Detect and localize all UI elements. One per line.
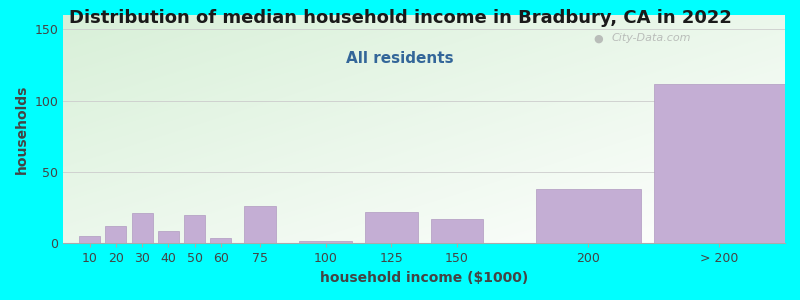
Text: All residents: All residents [346,51,454,66]
X-axis label: household income ($1000): household income ($1000) [320,271,528,285]
Text: Distribution of median household income in Bradbury, CA in 2022: Distribution of median household income … [69,9,731,27]
Bar [79,236,100,243]
Bar [299,241,352,243]
Y-axis label: households: households [15,85,29,174]
Bar [536,189,641,243]
Text: ●: ● [594,33,603,43]
Bar [365,212,418,243]
Text: City-Data.com: City-Data.com [612,33,691,43]
Bar [654,83,785,243]
Bar [131,213,153,243]
Bar [184,215,205,243]
Bar [158,231,178,243]
Bar [430,219,483,243]
Bar [106,226,126,243]
Bar [210,238,231,243]
Bar [244,206,276,243]
